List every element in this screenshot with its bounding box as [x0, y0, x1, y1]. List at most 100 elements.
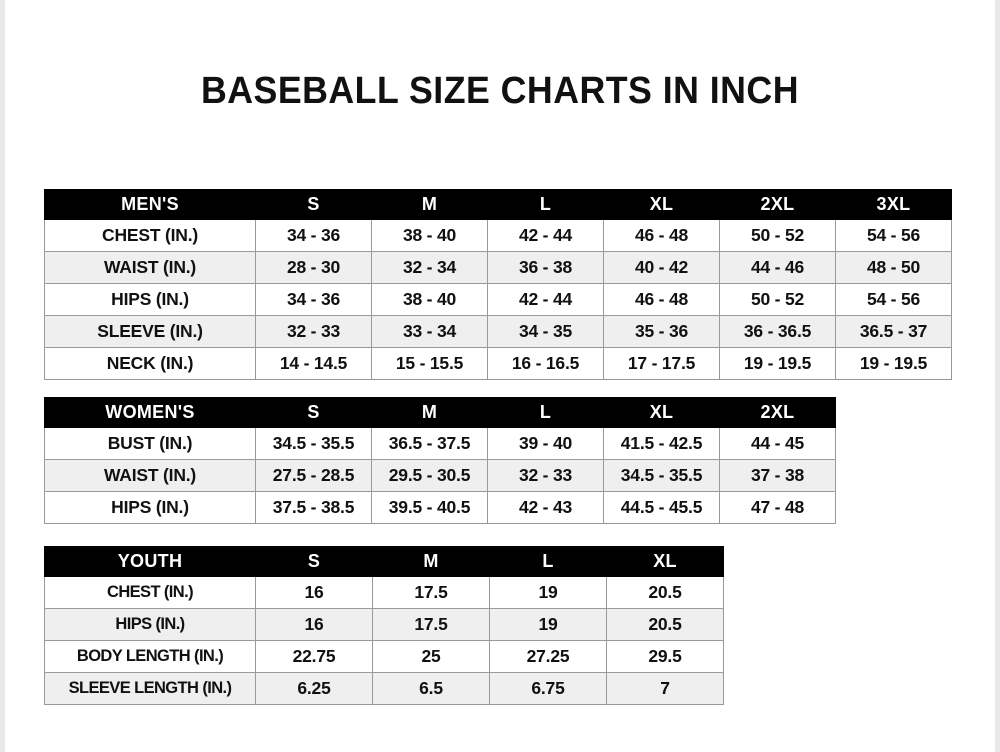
measurement-value: 46 - 48 [603, 219, 720, 252]
measurement-value: 29.5 [606, 640, 724, 673]
measurement-value: 27.25 [489, 640, 607, 673]
measurement-value: 54 - 56 [835, 283, 952, 316]
womens-size-table: WOMEN'S S M L XL 2XL BUST (IN.) 34.5 - 3… [44, 397, 836, 524]
measurement-value: 36.5 - 37 [835, 315, 952, 348]
table-header-row: YOUTH S M L XL [44, 546, 724, 577]
measurement-value: 32 - 33 [255, 315, 372, 348]
measurement-value: 36 - 36.5 [719, 315, 836, 348]
measurement-value: 34 - 35 [487, 315, 604, 348]
measurement-label: CHEST (IN.) [44, 576, 256, 609]
table-row: CHEST (IN.) 16 17.5 19 20.5 [44, 576, 724, 609]
measurement-value: 16 [255, 608, 373, 641]
measurement-value: 17.5 [372, 608, 490, 641]
table-row: WAIST (IN.) 27.5 - 28.5 29.5 - 30.5 32 -… [44, 459, 836, 492]
measurement-value: 39.5 - 40.5 [371, 491, 488, 524]
measurement-value: 54 - 56 [835, 219, 952, 252]
measurement-label: HIPS (IN.) [44, 491, 256, 524]
measurement-value: 6.75 [489, 672, 607, 705]
measurement-value: 32 - 33 [487, 459, 604, 492]
measurement-value: 34.5 - 35.5 [255, 427, 372, 460]
measurement-value: 50 - 52 [719, 219, 836, 252]
table-row: NECK (IN.) 14 - 14.5 15 - 15.5 16 - 16.5… [44, 347, 952, 380]
measurement-value: 38 - 40 [371, 283, 488, 316]
table-row: SLEEVE (IN.) 32 - 33 33 - 34 34 - 35 35 … [44, 315, 952, 348]
measurement-value: 39 - 40 [487, 427, 604, 460]
measurement-value: 41.5 - 42.5 [603, 427, 720, 460]
table-row: WAIST (IN.) 28 - 30 32 - 34 36 - 38 40 -… [44, 251, 952, 284]
page-title: BASEBALL SIZE CHARTS IN INCH [201, 70, 799, 112]
measurement-label: WAIST (IN.) [44, 251, 256, 284]
measurement-value: 50 - 52 [719, 283, 836, 316]
measurement-label: HIPS (IN.) [44, 608, 256, 641]
left-edge-strip [0, 0, 5, 752]
measurement-value: 36 - 38 [487, 251, 604, 284]
measurement-value: 17 - 17.5 [603, 347, 720, 380]
measurement-value: 14 - 14.5 [255, 347, 372, 380]
measurement-label: WAIST (IN.) [44, 459, 256, 492]
measurement-value: 7 [606, 672, 724, 705]
table-row: BUST (IN.) 34.5 - 35.5 36.5 - 37.5 39 - … [44, 427, 836, 460]
size-header-m: M [371, 189, 488, 220]
measurement-value: 6.25 [255, 672, 373, 705]
measurement-value: 27.5 - 28.5 [255, 459, 372, 492]
size-header-3xl: 3XL [835, 189, 952, 220]
measurement-value: 19 - 19.5 [719, 347, 836, 380]
measurement-value: 35 - 36 [603, 315, 720, 348]
category-header-mens: MEN'S [44, 189, 256, 220]
measurement-value: 38 - 40 [371, 219, 488, 252]
measurement-label: SLEEVE (IN.) [44, 315, 256, 348]
table-row: CHEST (IN.) 34 - 36 38 - 40 42 - 44 46 -… [44, 219, 952, 252]
size-header-2xl: 2XL [719, 397, 836, 428]
measurement-label: CHEST (IN.) [44, 219, 256, 252]
table-row: HIPS (IN.) 16 17.5 19 20.5 [44, 608, 724, 641]
table-row: HIPS (IN.) 34 - 36 38 - 40 42 - 44 46 - … [44, 283, 952, 316]
category-header-youth: YOUTH [44, 546, 256, 577]
measurement-value: 19 [489, 576, 607, 609]
measurement-value: 15 - 15.5 [371, 347, 488, 380]
size-header-xl: XL [603, 397, 720, 428]
measurement-value: 29.5 - 30.5 [371, 459, 488, 492]
youth-size-table: YOUTH S M L XL CHEST (IN.) 16 17.5 19 20… [44, 546, 724, 705]
table-row: HIPS (IN.) 37.5 - 38.5 39.5 - 40.5 42 - … [44, 491, 836, 524]
measurement-value: 36.5 - 37.5 [371, 427, 488, 460]
size-header-l: L [487, 397, 604, 428]
size-header-s: S [255, 189, 372, 220]
measurement-label: NECK (IN.) [44, 347, 256, 380]
measurement-value: 34 - 36 [255, 219, 372, 252]
table-row: BODY LENGTH (IN.) 22.75 25 27.25 29.5 [44, 640, 724, 673]
measurement-value: 44.5 - 45.5 [603, 491, 720, 524]
size-header-xl: XL [603, 189, 720, 220]
table-header-row: MEN'S S M L XL 2XL 3XL [44, 189, 952, 220]
size-header-xl: XL [606, 546, 724, 577]
measurement-value: 17.5 [372, 576, 490, 609]
measurement-value: 19 [489, 608, 607, 641]
measurement-value: 48 - 50 [835, 251, 952, 284]
measurement-value: 34.5 - 35.5 [603, 459, 720, 492]
measurement-value: 28 - 30 [255, 251, 372, 284]
measurement-value: 6.5 [372, 672, 490, 705]
measurement-value: 25 [372, 640, 490, 673]
measurement-value: 22.75 [255, 640, 373, 673]
measurement-value: 37 - 38 [719, 459, 836, 492]
measurement-value: 42 - 43 [487, 491, 604, 524]
size-header-s: S [255, 397, 372, 428]
size-header-l: L [489, 546, 607, 577]
measurement-value: 32 - 34 [371, 251, 488, 284]
size-header-m: M [371, 397, 488, 428]
measurement-label: BUST (IN.) [44, 427, 256, 460]
measurement-value: 33 - 34 [371, 315, 488, 348]
category-header-womens: WOMEN'S [44, 397, 256, 428]
measurement-label: HIPS (IN.) [44, 283, 256, 316]
measurement-value: 42 - 44 [487, 283, 604, 316]
measurement-label: SLEEVE LENGTH (IN.) [44, 672, 256, 705]
table-header-row: WOMEN'S S M L XL 2XL [44, 397, 836, 428]
measurement-value: 16 [255, 576, 373, 609]
size-header-l: L [487, 189, 604, 220]
measurement-label: BODY LENGTH (IN.) [44, 640, 256, 673]
right-edge-strip [995, 0, 1000, 752]
table-row: SLEEVE LENGTH (IN.) 6.25 6.5 6.75 7 [44, 672, 724, 705]
measurement-value: 37.5 - 38.5 [255, 491, 372, 524]
measurement-value: 46 - 48 [603, 283, 720, 316]
measurement-value: 44 - 45 [719, 427, 836, 460]
